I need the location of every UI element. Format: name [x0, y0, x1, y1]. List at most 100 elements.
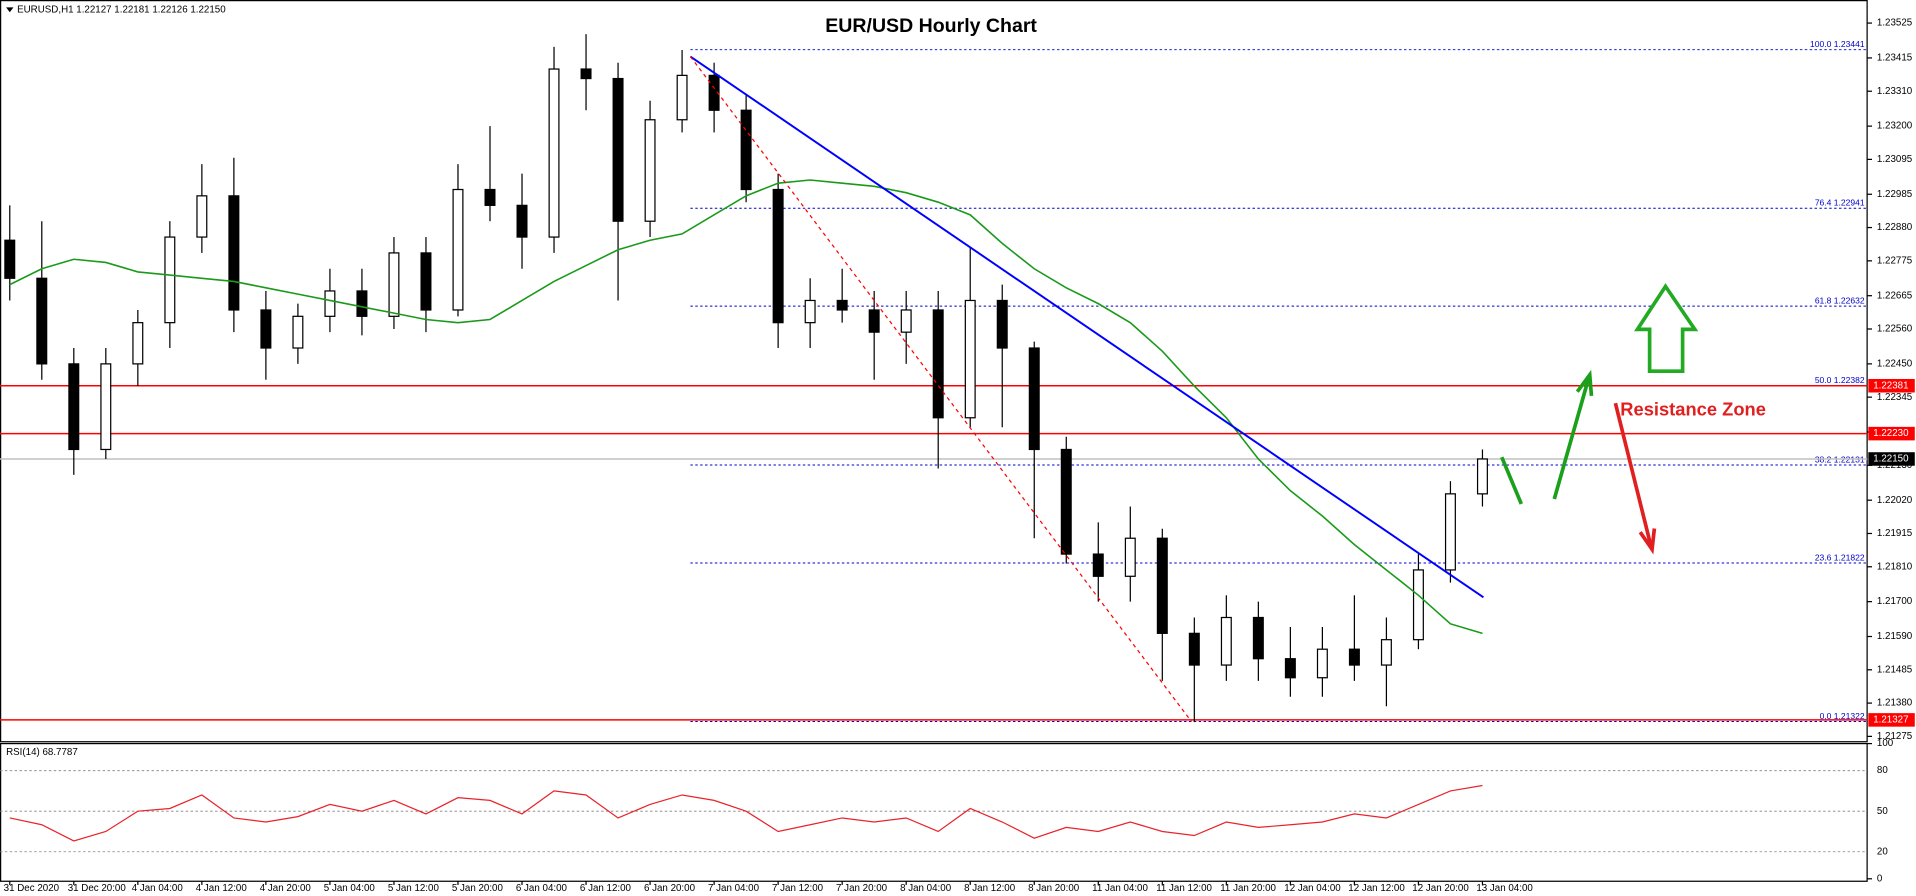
- price-label: 1.21327: [1873, 714, 1908, 725]
- candle-body: [708, 74, 720, 111]
- candle-body: [164, 236, 176, 324]
- x-tick-label: 4 Jan 20:00: [260, 883, 312, 894]
- candle-body: [1188, 632, 1200, 666]
- header: EURUSD,H1 1.22127 1.22181 1.22126 1.2215…: [17, 4, 226, 15]
- rsi-tick-label: 80: [1877, 765, 1888, 776]
- x-tick-label: 8 Jan 12:00: [964, 883, 1016, 894]
- candle-body: [68, 363, 80, 451]
- rsi-line: [9, 784, 1483, 842]
- candle-body: [1476, 458, 1488, 495]
- candle-body: [228, 195, 240, 311]
- x-tick-label: 13 Jan 04:00: [1476, 883, 1533, 894]
- x-tick-label: 11 Jan 12:00: [1156, 883, 1212, 894]
- main-pane-border: [0, 0, 1868, 743]
- y-tick-label: 1.21700: [1877, 596, 1913, 607]
- x-tick-label: 31 Dec 2020: [4, 883, 60, 894]
- x-tick-label: 5 Jan 20:00: [452, 883, 504, 894]
- x-tick-label: 12 Jan 12:00: [1348, 883, 1405, 894]
- candle-body: [324, 290, 336, 317]
- x-tick-label: 7 Jan 12:00: [772, 883, 824, 894]
- x-tick-label: 12 Jan 04:00: [1284, 883, 1341, 894]
- candle-body: [1252, 616, 1264, 660]
- candle-body: [388, 252, 400, 317]
- candle-body: [484, 188, 496, 206]
- x-tick-label: 6 Jan 20:00: [644, 883, 696, 894]
- rsi-tick-label: 0: [1877, 873, 1883, 884]
- y-tick-label: 1.21275: [1877, 731, 1913, 742]
- candle-body: [1124, 537, 1136, 577]
- x-tick-label: 11 Jan 20:00: [1220, 883, 1276, 894]
- x-tick-label: 6 Jan 04:00: [516, 883, 568, 894]
- candle-body: [900, 309, 912, 333]
- y-tick-label: 1.23415: [1877, 53, 1913, 64]
- candle-body: [868, 309, 880, 333]
- candle-body: [548, 68, 560, 238]
- fib-label: 50.0 1.22382: [1815, 375, 1865, 385]
- candle-body: [356, 290, 368, 317]
- candle-body: [196, 195, 208, 238]
- x-tick-label: 11 Jan 04:00: [1092, 883, 1148, 894]
- x-tick-label: 5 Jan 12:00: [388, 883, 440, 894]
- fib-label: 100.0 1.23441: [1810, 39, 1865, 49]
- y-tick-label: 1.21915: [1877, 528, 1913, 539]
- y-tick-label: 1.23525: [1877, 18, 1913, 29]
- candle-body: [740, 109, 752, 191]
- candle-body: [1028, 347, 1040, 451]
- y-tick-label: 1.22665: [1877, 290, 1913, 301]
- candle-body: [644, 119, 656, 222]
- down-arrow: [1613, 402, 1653, 547]
- fib-label: 76.4 1.22941: [1815, 198, 1865, 208]
- fib-label: 0.0 1.21322: [1820, 711, 1865, 721]
- candle-body: [1316, 648, 1328, 679]
- chart-title: EUR/USD Hourly Chart: [825, 15, 1037, 37]
- up-arrow-head: [1575, 369, 1594, 397]
- candle-body: [452, 188, 464, 311]
- x-tick-label: 8 Jan 04:00: [900, 883, 952, 894]
- y-tick-label: 1.22020: [1877, 495, 1913, 506]
- candle-body: [804, 299, 816, 324]
- candle-body: [100, 363, 112, 451]
- candle-body: [132, 322, 144, 365]
- rsi-pane-border: [0, 742, 1868, 882]
- trend-line: [689, 55, 1484, 599]
- y-tick-label: 1.23200: [1877, 121, 1913, 132]
- rsi-tick-label: 50: [1877, 806, 1888, 817]
- candle-body: [964, 299, 976, 419]
- rsi-tick-label: 100: [1877, 738, 1894, 749]
- y-tick-label: 1.22775: [1877, 255, 1913, 266]
- y-tick-label: 1.22985: [1877, 189, 1913, 200]
- candle-body: [1092, 553, 1104, 577]
- candle-body: [772, 188, 784, 324]
- y-tick-label: 1.22560: [1877, 324, 1913, 335]
- rsi-label: RSI(14) 68.7787: [6, 747, 78, 758]
- x-tick-label: 31 Dec 20:00: [68, 883, 127, 894]
- candle-body: [292, 315, 304, 349]
- fib-base-line: [689, 56, 1192, 722]
- candle-body: [1380, 639, 1392, 666]
- y-tick-label: 1.22345: [1877, 392, 1913, 403]
- candle-body: [1412, 569, 1424, 641]
- candle-body: [260, 309, 272, 349]
- price-label-box: [1868, 426, 1915, 441]
- y-tick-label: 1.21590: [1877, 631, 1913, 642]
- y-tick-label: 1.21380: [1877, 698, 1913, 709]
- fib-label: 23.6 1.21822: [1815, 552, 1865, 562]
- price-label-box: [1868, 378, 1915, 393]
- big-up-arrow: [1634, 283, 1699, 374]
- candle-body: [996, 299, 1008, 349]
- y-tick-label: 1.21810: [1877, 561, 1913, 572]
- candle-body: [1284, 658, 1296, 679]
- fib-label: 61.8 1.22632: [1815, 296, 1865, 306]
- y-tick-label: 1.22880: [1877, 222, 1913, 233]
- candle-body: [4, 239, 16, 279]
- x-tick-label: 7 Jan 04:00: [708, 883, 760, 894]
- candle-body: [420, 252, 432, 311]
- header-icon: [6, 7, 14, 13]
- candle-body: [516, 204, 528, 238]
- candle-body: [1156, 537, 1168, 634]
- candle-body: [36, 277, 48, 365]
- price-label: 1.22230: [1873, 428, 1909, 439]
- y-tick-label: 1.23095: [1877, 154, 1913, 165]
